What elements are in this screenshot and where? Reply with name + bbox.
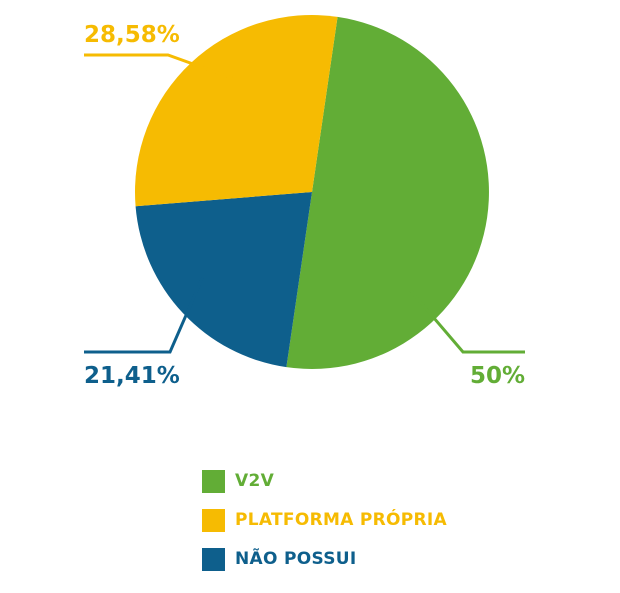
pie-slice-nao-possui [135, 192, 312, 368]
leader-line-v2v [409, 289, 525, 354]
legend-item-plataforma-propria: PLATFORMA PRÓPRIA [202, 507, 447, 533]
legend-item-v2v: V2V [202, 468, 447, 494]
legend-swatch-v2v [202, 469, 225, 493]
leader-line-nao-possui [84, 276, 204, 354]
legend-item-nao-possui: NÃO POSSUI [202, 546, 447, 572]
pie-slice-platforma-propria [134, 15, 338, 207]
legend-label-plataforma-propria: PLATFORMA PRÓPRIA [235, 510, 448, 530]
legend-label-nao-possui: NÃO POSSUI [235, 549, 357, 569]
data-label-v2v: 50% [470, 363, 525, 389]
legend-swatch-nao-possui [202, 547, 225, 571]
data-label-nao-possui: 21,41% [84, 363, 180, 389]
data-label-platforma-propria: 28,58% [84, 22, 180, 48]
legend-label-v2v: V2V [235, 471, 275, 491]
leader-line-platforma-propria [84, 53, 233, 80]
legend: V2V PLATFORMA PRÓPRIA NÃO POSSUI [202, 468, 447, 585]
legend-swatch-plataforma-propria [202, 508, 225, 532]
pie-slice-v2v [286, 16, 489, 369]
